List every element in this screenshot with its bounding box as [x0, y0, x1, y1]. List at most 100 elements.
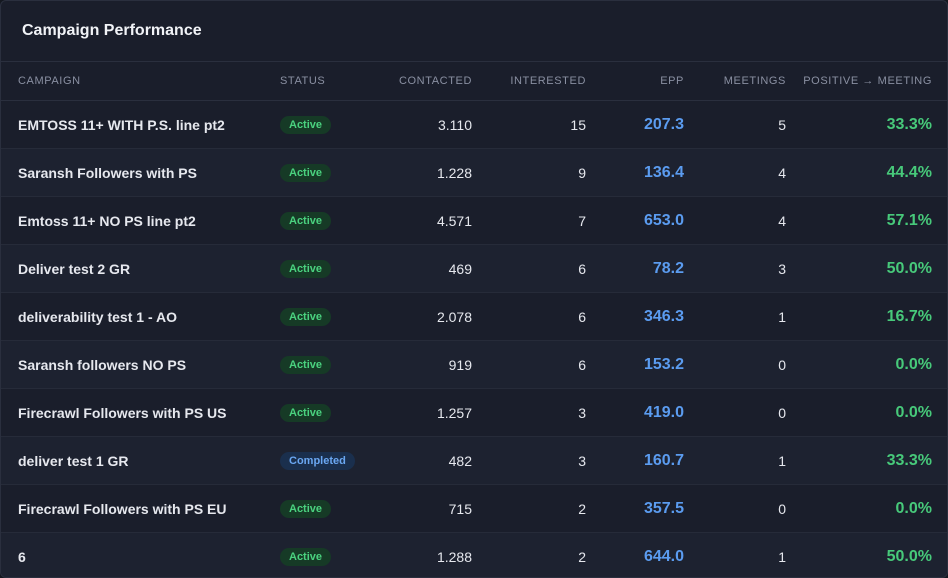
epp-value: 346.3 — [586, 292, 684, 341]
meetings-value: 1 — [684, 436, 786, 485]
campaign-name: deliverability test 1 - AO — [1, 292, 280, 341]
contacted-value: 482 — [380, 436, 472, 485]
epp-value: 653.0 — [586, 196, 684, 245]
status-cell: Active — [280, 340, 380, 389]
campaign-name: Firecrawl Followers with PS US — [1, 388, 280, 437]
campaign-table: CAMPAIGN STATUS CONTACTED INTERESTED EPP… — [1, 62, 947, 577]
panel-title: Campaign Performance — [22, 22, 202, 39]
positive-to-meeting-value: 0.0% — [786, 484, 947, 533]
meetings-value: 1 — [684, 292, 786, 341]
column-header-contacted[interactable]: CONTACTED — [380, 62, 472, 101]
contacted-value: 4.571 — [380, 196, 472, 245]
table-row[interactable]: Saransh Followers with PS Active 1.228 9 136… — [1, 148, 947, 197]
epp-value: 136.4 — [586, 148, 684, 197]
contacted-value: 1.228 — [380, 148, 472, 197]
epp-value: 419.0 — [586, 388, 684, 437]
status-badge: Active — [280, 164, 332, 182]
meetings-value: 0 — [684, 484, 786, 533]
status-cell: Active — [280, 484, 380, 533]
status-badge: Active — [280, 404, 332, 422]
campaign-name: 6 — [1, 532, 280, 577]
interested-value: 15 — [472, 100, 586, 149]
meetings-value: 4 — [684, 196, 786, 245]
table-row[interactable]: Saransh followers NO PS Active 919 6 153.2 0 0… — [1, 340, 947, 389]
table-body: EMTOSS 11+ WITH P.S. line pt2 Active 3.110… — [1, 100, 947, 577]
meetings-value: 1 — [684, 532, 786, 577]
epp-value: 207.3 — [586, 100, 684, 149]
status-badge: Active — [280, 500, 332, 518]
table-row[interactable]: deliverability test 1 - AO Active 2.078 6 34… — [1, 292, 947, 341]
table-row[interactable]: Firecrawl Followers with PS EU Active 715 2… — [1, 484, 947, 533]
status-cell: Active — [280, 100, 380, 149]
contacted-value: 1.288 — [380, 532, 472, 577]
interested-value: 6 — [472, 244, 586, 293]
status-badge: Active — [280, 308, 332, 326]
campaign-name: Saransh Followers with PS — [1, 148, 280, 197]
interested-value: 6 — [472, 340, 586, 389]
status-cell: Active — [280, 244, 380, 293]
column-header-campaign[interactable]: CAMPAIGN — [1, 62, 280, 101]
positive-to-meeting-value: 50.0% — [786, 532, 947, 577]
meetings-value: 0 — [684, 388, 786, 437]
positive-to-meeting-value: 33.3% — [786, 436, 947, 485]
contacted-value: 469 — [380, 244, 472, 293]
meetings-value: 5 — [684, 100, 786, 149]
status-cell: Active — [280, 532, 380, 577]
table-row[interactable]: 6 Active 1.288 2 644.0 1 50.0% — [1, 532, 947, 577]
campaign-name: Saransh followers NO PS — [1, 340, 280, 389]
interested-value: 2 — [472, 484, 586, 533]
positive-to-meeting-value: 57.1% — [786, 196, 947, 245]
table-header: CAMPAIGN STATUS CONTACTED INTERESTED EPP… — [1, 62, 947, 101]
meetings-value: 0 — [684, 340, 786, 389]
status-badge: Active — [280, 356, 332, 374]
interested-value: 3 — [472, 388, 586, 437]
contacted-value: 715 — [380, 484, 472, 533]
status-cell: Active — [280, 388, 380, 437]
campaign-name: Deliver test 2 GR — [1, 244, 280, 293]
table-row[interactable]: deliver test 1 GR Completed 482 3 160.7 1 33.3… — [1, 436, 947, 485]
epp-value: 357.5 — [586, 484, 684, 533]
header-row: CAMPAIGN STATUS CONTACTED INTERESTED EPP… — [1, 62, 947, 101]
column-header-meetings[interactable]: MEETINGS — [684, 62, 786, 101]
contacted-value: 3.110 — [380, 100, 472, 149]
campaign-name: deliver test 1 GR — [1, 436, 280, 485]
column-header-interested[interactable]: INTERESTED — [472, 62, 586, 101]
positive-to-meeting-value: 0.0% — [786, 388, 947, 437]
campaign-name: EMTOSS 11+ WITH P.S. line pt2 — [1, 100, 280, 149]
status-badge: Active — [280, 548, 332, 566]
campaign-name: Emtoss 11+ NO PS line pt2 — [1, 196, 280, 245]
interested-value: 7 — [472, 196, 586, 245]
meetings-value: 4 — [684, 148, 786, 197]
epp-value: 644.0 — [586, 532, 684, 577]
positive-to-meeting-value: 33.3% — [786, 100, 947, 149]
column-header-positive-to-meeting[interactable]: POSITIVE → MEETING — [786, 62, 947, 101]
contacted-value: 919 — [380, 340, 472, 389]
campaign-name: Firecrawl Followers with PS EU — [1, 484, 280, 533]
status-badge: Active — [280, 260, 332, 278]
column-header-status[interactable]: STATUS — [280, 62, 380, 101]
epp-value: 153.2 — [586, 340, 684, 389]
table-row[interactable]: Emtoss 11+ NO PS line pt2 Active 4.571 7 653… — [1, 196, 947, 245]
status-badge: Active — [280, 212, 332, 230]
interested-value: 3 — [472, 436, 586, 485]
table-row[interactable]: Deliver test 2 GR Active 469 6 78.2 3 50.0% — [1, 244, 947, 293]
column-header-epp[interactable]: EPP — [586, 62, 684, 101]
table-row[interactable]: EMTOSS 11+ WITH P.S. line pt2 Active 3.110… — [1, 100, 947, 149]
meetings-value: 3 — [684, 244, 786, 293]
status-cell: Active — [280, 292, 380, 341]
positive-to-meeting-value: 16.7% — [786, 292, 947, 341]
contacted-value: 1.257 — [380, 388, 472, 437]
status-cell: Active — [280, 148, 380, 197]
table-row[interactable]: Firecrawl Followers with PS US Active 1.25… — [1, 388, 947, 437]
contacted-value: 2.078 — [380, 292, 472, 341]
status-badge: Active — [280, 116, 332, 134]
status-badge: Completed — [280, 452, 355, 470]
interested-value: 6 — [472, 292, 586, 341]
panel-header: Campaign Performance — [1, 1, 947, 62]
epp-value: 160.7 — [586, 436, 684, 485]
status-cell: Active — [280, 196, 380, 245]
positive-to-meeting-value: 44.4% — [786, 148, 947, 197]
status-cell: Completed — [280, 436, 380, 485]
positive-to-meeting-value: 50.0% — [786, 244, 947, 293]
